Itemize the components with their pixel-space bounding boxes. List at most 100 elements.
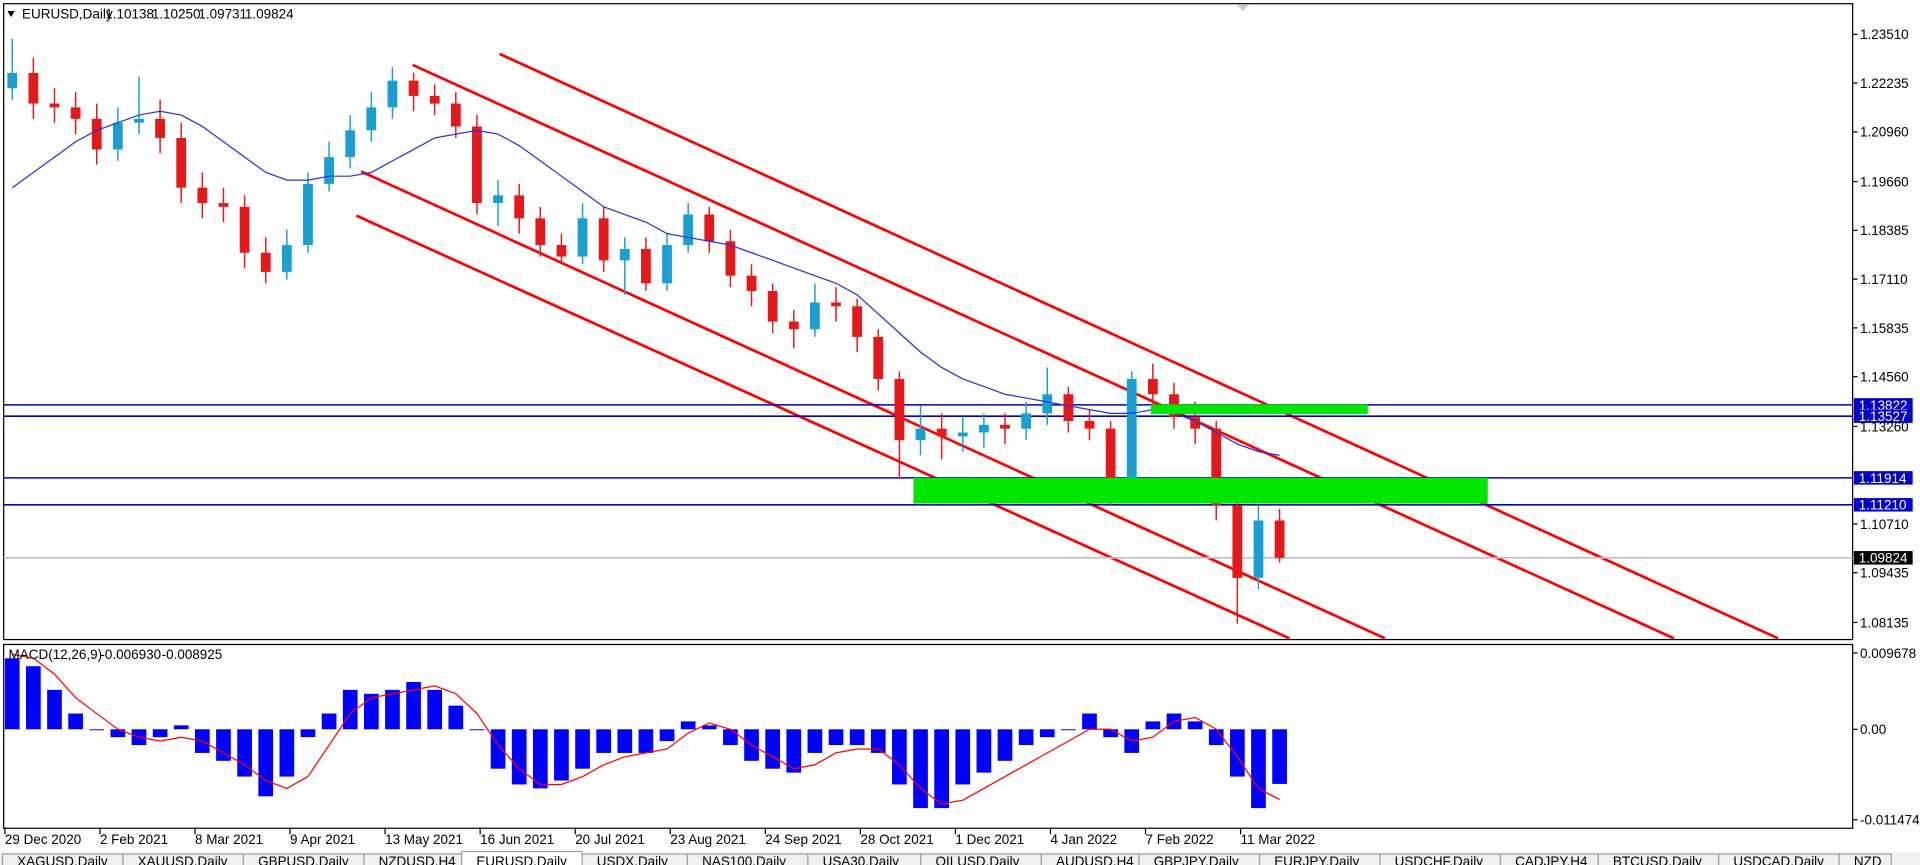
tab[interactable]: USDCAD,Daily bbox=[1718, 853, 1840, 865]
candle-body bbox=[28, 72, 39, 104]
tab-label: USDCAD,Daily bbox=[1733, 854, 1824, 865]
macd-bar bbox=[258, 729, 274, 797]
zone-rect[interactable] bbox=[1151, 404, 1368, 415]
quote-value: 1.09731 bbox=[198, 6, 247, 21]
macd-bar bbox=[955, 729, 971, 785]
tab-label: USDCHF,Daily bbox=[1395, 854, 1484, 865]
x-tick-label: 9 Apr 2021 bbox=[290, 832, 355, 847]
tab[interactable]: BTCUSD,Daily bbox=[1597, 853, 1720, 865]
x-tick-label: 13 May 2021 bbox=[385, 832, 463, 847]
tab[interactable]: NZDUSD,H4 bbox=[363, 853, 463, 865]
candle-body bbox=[1084, 421, 1095, 429]
tab-label: OILUSD,Daily bbox=[936, 854, 1020, 865]
tab[interactable]: USDX,Daily bbox=[581, 853, 689, 865]
candle-body bbox=[810, 302, 820, 330]
candle-body bbox=[767, 290, 778, 322]
quote-value: 1.09824 bbox=[245, 6, 294, 21]
candle-body bbox=[1232, 505, 1243, 578]
tab[interactable]: NZD bbox=[1838, 853, 1892, 865]
x-tick-label: 7 Feb 2022 bbox=[1146, 832, 1214, 847]
candle-body bbox=[1147, 378, 1158, 395]
macd-bar bbox=[26, 666, 41, 730]
candle-body bbox=[535, 218, 546, 246]
tab[interactable]: GBPUSD,Daily bbox=[242, 853, 365, 865]
zone-rect[interactable] bbox=[913, 477, 1488, 504]
y-tick-label: 1.08135 bbox=[1860, 615, 1909, 630]
candle-body bbox=[1126, 378, 1137, 494]
macd-title: MACD(12,26,9) bbox=[9, 647, 103, 662]
tab-label: AUDUSD,H4 bbox=[1056, 854, 1134, 865]
tab[interactable]: XAUUSD,Daily bbox=[122, 853, 245, 865]
tab[interactable]: OILUSD,Daily bbox=[920, 853, 1042, 865]
macd-bar bbox=[934, 729, 949, 809]
macd-bar bbox=[427, 689, 443, 730]
symbol: EURUSD,Daily bbox=[22, 6, 113, 21]
x-tick-label: 16 Jun 2021 bbox=[480, 832, 554, 847]
tab[interactable]: GBPJPY,Daily bbox=[1138, 853, 1261, 865]
x-tick-label: 29 Dec 2020 bbox=[5, 832, 81, 847]
candle-body bbox=[852, 306, 863, 337]
macd-bar bbox=[110, 729, 126, 738]
tab[interactable]: USA30,Daily bbox=[807, 853, 922, 865]
x-tick-label: 23 Aug 2021 bbox=[670, 832, 746, 847]
macd-bar bbox=[997, 729, 1013, 761]
macd-bar bbox=[406, 681, 421, 730]
y-tick-label: 1.17110 bbox=[1860, 272, 1908, 287]
quote-value: 1.10250 bbox=[152, 6, 201, 21]
tab-label: USDX,Daily bbox=[597, 854, 668, 865]
channel-line[interactable] bbox=[412, 63, 1675, 640]
macd-bar bbox=[828, 729, 844, 746]
candle-body bbox=[598, 218, 609, 261]
tab[interactable]: EURJPY,Daily bbox=[1258, 853, 1381, 865]
macd-bar bbox=[300, 729, 316, 738]
tabs: XAGUSD,Daily XAUUSD,Daily GBPUSD,Daily NZDU… bbox=[1, 850, 1892, 865]
y-tick-label: 1.19660 bbox=[1860, 174, 1909, 189]
channel-line[interactable] bbox=[355, 214, 1290, 640]
tab-label: XAGUSD,Daily bbox=[17, 854, 108, 865]
candle-body bbox=[915, 428, 926, 441]
candle-body bbox=[641, 248, 651, 284]
macd-signal-line bbox=[12, 653, 1280, 805]
candle-body bbox=[49, 103, 60, 108]
macd-bar bbox=[807, 729, 823, 753]
level-box bbox=[1853, 409, 1913, 423]
macd-signal: -0.008925 bbox=[162, 647, 223, 662]
level-box bbox=[1853, 398, 1913, 412]
tab[interactable]: USDCHF,Daily bbox=[1379, 853, 1502, 865]
level-label: 1.11914 bbox=[1859, 471, 1907, 486]
macd-bar bbox=[68, 713, 83, 730]
tab[interactable]: AUDUSD,H4 bbox=[1040, 853, 1140, 865]
y-tick-label: 1.09435 bbox=[1860, 566, 1909, 581]
candle-body bbox=[450, 103, 461, 127]
macd-bar bbox=[490, 729, 506, 769]
macd-bar bbox=[279, 729, 295, 777]
macd-bar bbox=[448, 705, 464, 730]
tab-label: EURJPY,Daily bbox=[1274, 854, 1359, 865]
level-box bbox=[1853, 471, 1913, 485]
candle-body bbox=[1190, 417, 1200, 429]
candle-body bbox=[70, 107, 81, 119]
candle-body bbox=[1274, 520, 1285, 558]
macd-tick-label: 0.009678 bbox=[1860, 646, 1916, 661]
y-tick-label: 1.14560 bbox=[1860, 370, 1909, 385]
y-tick-label: 1.23510 bbox=[1860, 27, 1909, 42]
macd-bar bbox=[723, 729, 738, 746]
macd-bar bbox=[1187, 721, 1203, 730]
macd-bar bbox=[1039, 729, 1055, 738]
macd-bar bbox=[4, 658, 20, 730]
tab-label: NZDUSD,H4 bbox=[379, 854, 457, 865]
candle-body bbox=[746, 275, 757, 291]
tab[interactable]: CADJPY,H4 bbox=[1499, 853, 1599, 865]
menu-arrow[interactable] bbox=[7, 11, 15, 18]
candle-body bbox=[429, 95, 440, 104]
moving-average bbox=[11, 110, 1280, 457]
tab[interactable]: NAS100,Daily bbox=[686, 853, 809, 865]
x-tick-label: 4 Jan 2022 bbox=[1050, 832, 1117, 847]
candle-body bbox=[387, 80, 398, 108]
tab[interactable]: XAGUSD,Daily bbox=[1, 853, 124, 865]
channel-line[interactable] bbox=[499, 52, 1779, 640]
candle-body bbox=[957, 432, 968, 437]
tab[interactable]: EURUSD,Daily bbox=[461, 850, 583, 865]
